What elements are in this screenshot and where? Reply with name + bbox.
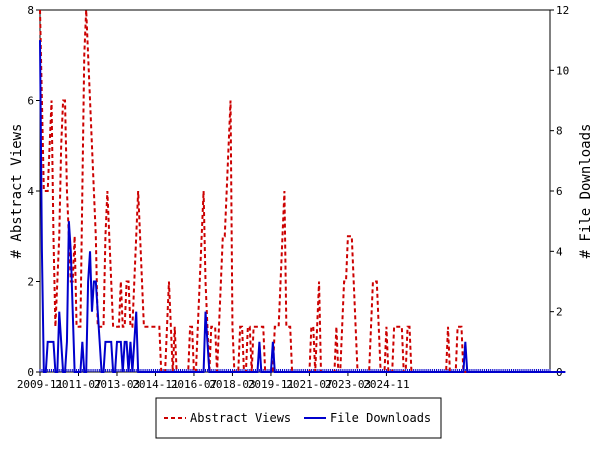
x-tick-label: 2009-11 — [17, 378, 63, 391]
y-axis-title-left: # Abstract Views — [9, 124, 25, 259]
y2-tick-label: 2 — [556, 306, 563, 319]
y-axis-title-right: # File Downloads — [578, 124, 594, 259]
x-tick-label: 2024-11 — [363, 378, 409, 391]
y-tick-label: 8 — [27, 4, 34, 17]
y-tick-label: 4 — [27, 185, 34, 198]
series-layer — [39, 9, 566, 373]
y2-tick-label: 4 — [556, 245, 563, 258]
legend-label-abstract-views: Abstract Views — [190, 411, 291, 425]
y2-tick-label: 10 — [556, 64, 569, 77]
y-tick-label: 0 — [27, 366, 34, 379]
y-tick-label: 6 — [27, 95, 34, 108]
y-tick-label: 2 — [27, 276, 34, 289]
x-tick-label: 2013-03 — [94, 378, 140, 391]
y2-tick-label: 8 — [556, 125, 563, 138]
x-tick-label: 2014-11 — [132, 378, 178, 391]
x-tick-label: 2016-07 — [171, 378, 217, 391]
x-tick-label: 2023-03 — [325, 378, 371, 391]
y2-tick-label: 12 — [556, 4, 569, 17]
x-tick-label: 2018-03 — [209, 378, 255, 391]
x-tick-label: 2021-07 — [286, 378, 332, 391]
legend: Abstract Views File Downloads — [155, 397, 442, 439]
x-tick-label: 2019-11 — [248, 378, 294, 391]
series-line-file-downloads — [39, 40, 566, 373]
left-axis-ticks: 0 2 4 6 8 — [27, 4, 40, 379]
y2-tick-label: 6 — [556, 185, 563, 198]
legend-label-file-downloads: File Downloads — [330, 411, 431, 425]
legend-box — [155, 397, 442, 439]
plot-area — [39, 9, 551, 373]
x-tick-label: 2011-07 — [55, 378, 101, 391]
